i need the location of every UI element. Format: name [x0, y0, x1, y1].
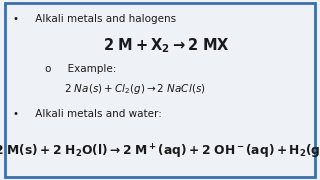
- Text: •     Alkali metals and water:: • Alkali metals and water:: [13, 109, 162, 119]
- Text: $\bf{2\ M(s) + 2\ H_2O(l) \rightarrow 2\ M^+(aq) + 2\ OH^-(aq) + H_2(g)}$: $\bf{2\ M(s) + 2\ H_2O(l) \rightarrow 2\…: [0, 143, 320, 161]
- Text: $\bf{2\ M + X_2 \rightarrow 2\ MX}$: $\bf{2\ M + X_2 \rightarrow 2\ MX}$: [103, 37, 230, 55]
- Text: •     Alkali metals and halogens: • Alkali metals and halogens: [13, 14, 176, 24]
- Text: o     Example:: o Example:: [45, 64, 116, 74]
- FancyBboxPatch shape: [5, 3, 315, 177]
- Text: $2\ Na(s) + Cl_2(g) \rightarrow 2\ NaCl(s)$: $2\ Na(s) + Cl_2(g) \rightarrow 2\ NaCl(…: [64, 82, 205, 96]
